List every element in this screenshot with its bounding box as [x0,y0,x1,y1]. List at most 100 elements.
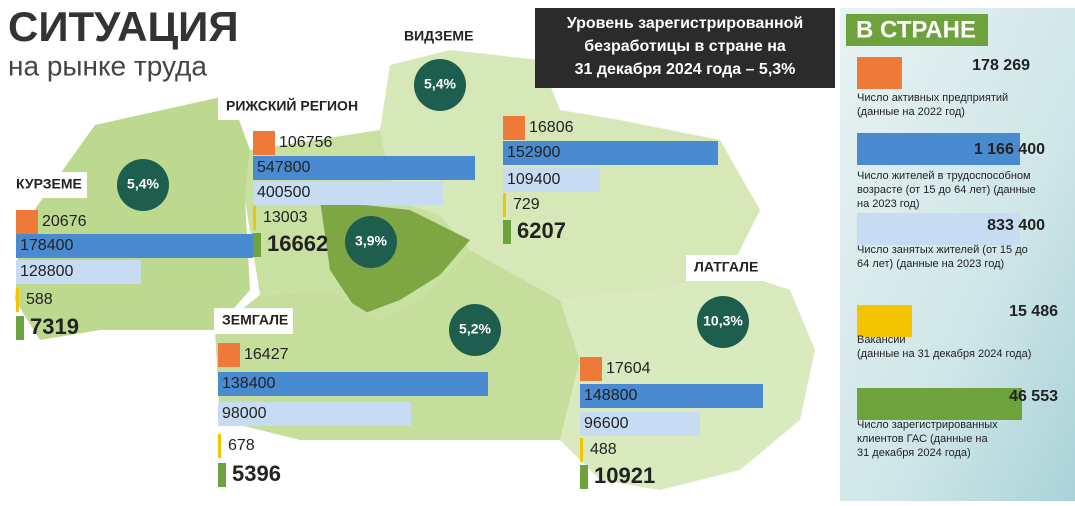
rate: 5,4% [424,76,456,92]
region-value: 17604 [606,360,651,377]
bar-clients [16,316,24,340]
notice-line: безработицы в стране на [584,38,786,55]
bar-employed [218,402,411,426]
region-value: 148800 [584,387,637,404]
bar-clients [580,465,588,489]
region-value: 400500 [257,184,310,201]
country-label: Вакансии [857,334,906,346]
notice-line: 31 декабря 2024 года – 5,3% [575,61,796,78]
region-name: КУРЗЕМЕ [16,176,82,192]
country-label: на 2023 год) [857,198,920,210]
clients-value: 10921 [594,463,655,488]
country-label: (данные на 2022 год) [857,106,965,118]
region-value: 178400 [20,237,73,254]
rate-circle [345,216,397,268]
region-name: РИЖСКИЙ РЕГИОН [226,97,358,114]
subtitle: на рынке труда [8,50,207,81]
clients-value: 6207 [517,218,566,243]
country-label: возрасте (от 15 до 64 лет) (данные [857,184,1036,196]
bar-enterprises [580,357,602,381]
bar-working-age [503,141,718,165]
country-label: Число жителей в трудоспособном [857,170,1031,182]
region-label-box [396,24,475,50]
rate: 5,2% [459,321,491,337]
region-label-box [218,94,360,120]
region-value: 128800 [20,263,73,280]
country-label: клиентов ГАС (данные на [857,433,988,445]
region-name: ЛАТГАЛЕ [694,259,758,275]
notice-box [535,8,835,88]
notice-line: Уровень зарегистрированной [567,15,804,32]
region-label-box [8,172,87,198]
rate-circle [117,159,169,211]
country-label: 64 лет) (данные на 2023 год) [857,258,1004,270]
region-value: 678 [228,437,255,454]
country-title-box [846,14,988,46]
country-label: (данные на 31 декабря 2024 года) [857,348,1031,360]
bar-employed [16,260,141,284]
region-label-box [214,308,293,334]
region-value: 16806 [529,119,574,136]
bar-employed [580,412,700,436]
bar-vacancies [580,438,583,462]
region-value: 16427 [244,346,289,363]
bar-enterprises [503,116,525,140]
region-value: 547800 [257,159,310,176]
bar-clients [253,233,261,257]
bar-enterprises [218,343,240,367]
bar-working-age [253,156,475,180]
bar-vacancies [503,193,506,217]
rate: 3,9% [355,233,387,249]
bar-enterprises [253,131,275,155]
clients-value: 5396 [232,461,281,486]
rate-circle [414,59,466,111]
clients-value: 7319 [30,314,79,339]
country-label: Число занятых жителей (от 15 до [857,244,1028,256]
bar-employed [503,168,600,192]
region-value: 152900 [507,144,560,161]
bar-vacancies [253,206,256,230]
bar-enterprises [16,210,38,234]
region-name: ВИДЗЕМЕ [404,28,473,44]
title: СИТУАЦИЯ [8,3,239,50]
region-name: ЗЕМГАЛЕ [222,312,288,328]
rate: 5,4% [127,176,159,192]
country-label: Число зарегистрированных [857,419,998,431]
country-value: 15 486 [1009,303,1058,320]
legend-swatch [857,305,912,337]
rate-circle [449,304,501,356]
rate: 10,3% [703,313,743,329]
country-value: 833 400 [987,217,1045,234]
bar-working-age [580,384,763,408]
legend-swatch [857,133,1020,165]
country-value: 46 553 [1009,388,1058,405]
bar-vacancies [16,288,19,312]
legend-swatch [857,388,1022,420]
country-value: 178 269 [972,57,1030,74]
region-value: 106756 [279,134,332,151]
region-value: 20676 [42,213,87,230]
region-value: 109400 [507,171,560,188]
bar-working-age [218,372,488,396]
country-value: 1 166 400 [974,141,1045,158]
bar-clients [503,220,511,244]
bar-working-age [16,234,253,258]
region-value: 96600 [584,415,629,432]
legend-swatch [857,213,1020,245]
region-value: 138400 [222,375,275,392]
region-value: 13003 [263,209,308,226]
country-label: Число активных предприятий [857,92,1008,104]
bar-clients [218,463,226,487]
bar-vacancies [218,434,221,458]
region-label-box [686,255,765,281]
bar-employed [253,181,443,205]
region-value: 588 [26,291,53,308]
clients-value: 16662 [267,231,328,256]
rate-circle [697,296,749,348]
legend-swatch [857,57,902,89]
country-label: 31 декабря 2024 года) [857,447,971,459]
region-value: 488 [590,441,617,458]
region-value: 98000 [222,405,267,422]
region-value: 729 [513,196,540,213]
